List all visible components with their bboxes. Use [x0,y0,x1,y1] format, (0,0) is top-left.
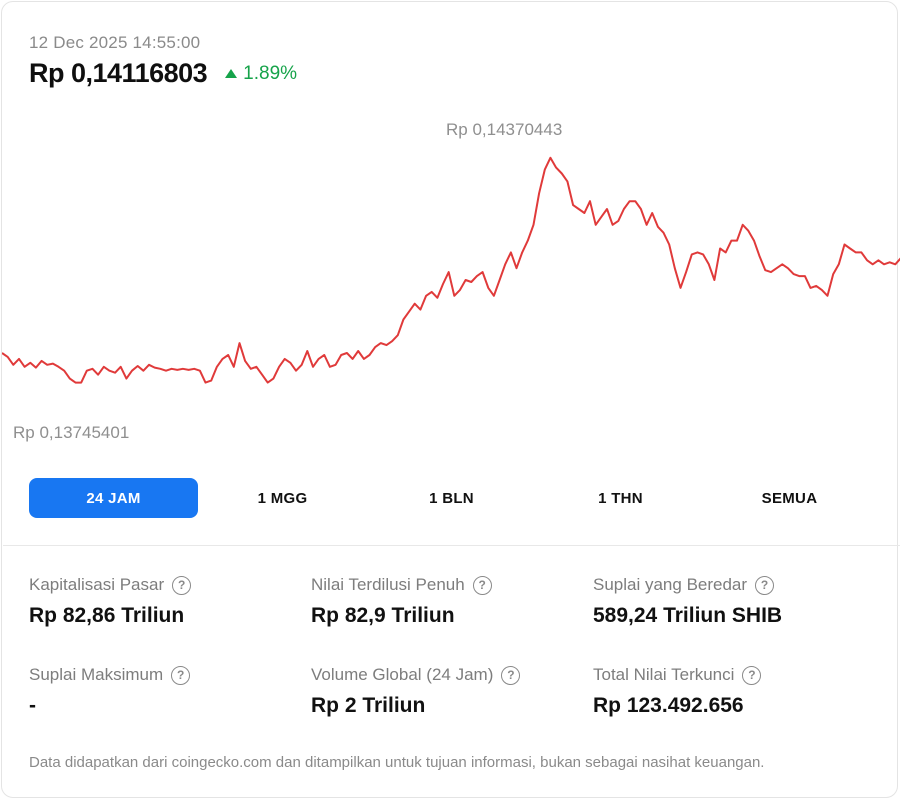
stat-total-value-locked: Total Nilai Terkunci ? Rp 123.492.656 [593,665,873,718]
stat-value: - [29,694,36,717]
stat-fully-diluted: Nilai Terdilusi Penuh ? Rp 82,9 Triliun [311,575,591,628]
range-tab-24-jam[interactable]: 24 JAM [29,478,198,518]
range-tab-1-bln[interactable]: 1 BLN [429,489,474,507]
help-icon[interactable]: ? [171,665,191,685]
stat-global-volume: Volume Global (24 Jam) ? Rp 2 Triliun [311,665,591,718]
range-tab-1-mgg[interactable]: 1 MGG [257,489,308,507]
range-selector: 24 JAM 1 MGG 1 BLN 1 THN SEMUA [29,478,874,518]
stat-label: Total Nilai Terkunci [593,665,735,684]
triangle-up-icon [225,69,238,78]
chart-low-label: Rp 0,13745401 [13,423,130,442]
price-row: Rp 0,14116803 1.89% [29,58,297,89]
help-icon[interactable]: ? [472,575,492,595]
current-price: Rp 0,14116803 [29,58,208,88]
stat-value: Rp 2 Triliun [311,694,426,717]
stat-max-supply: Suplai Maksimum ? - [29,665,309,718]
disclaimer-text: Data didapatkan dari coingecko.com dan d… [29,754,765,771]
stat-label: Kapitalisasi Pasar [29,575,165,594]
stat-label: Nilai Terdilusi Penuh [311,575,465,594]
price-timestamp: 12 Dec 2025 14:55:00 [29,33,201,52]
range-tab-semua[interactable]: SEMUA [761,489,818,507]
stat-label: Volume Global (24 Jam) [311,665,494,684]
help-icon[interactable]: ? [755,575,775,595]
range-tab-1-thn[interactable]: 1 THN [598,489,643,507]
price-chart[interactable]: Rp 0,14370443 Rp 0,13745401 [2,112,900,452]
stat-value: Rp 123.492.656 [593,694,744,717]
price-chart-svg [2,156,900,384]
help-icon[interactable]: ? [742,665,762,685]
price-line-series [2,156,900,384]
stat-circulating-supply: Suplai yang Beredar ? 589,24 Triliun SHI… [593,575,873,628]
price-change-value: 1.89% [243,62,298,84]
stat-value: Rp 82,86 Triliun [29,604,185,627]
chart-high-label: Rp 0,14370443 [446,120,563,139]
stat-value: 589,24 Triliun SHIB [593,604,783,627]
divider [3,545,900,546]
price-change: 1.89% [225,63,297,85]
help-icon[interactable]: ? [501,665,521,685]
stat-label: Suplai yang Beredar [593,575,748,594]
help-icon[interactable]: ? [172,575,192,595]
stat-value: Rp 82,9 Triliun [311,604,455,627]
stat-market-cap: Kapitalisasi Pasar ? Rp 82,86 Triliun [29,575,309,628]
stat-label: Suplai Maksimum [29,665,164,684]
